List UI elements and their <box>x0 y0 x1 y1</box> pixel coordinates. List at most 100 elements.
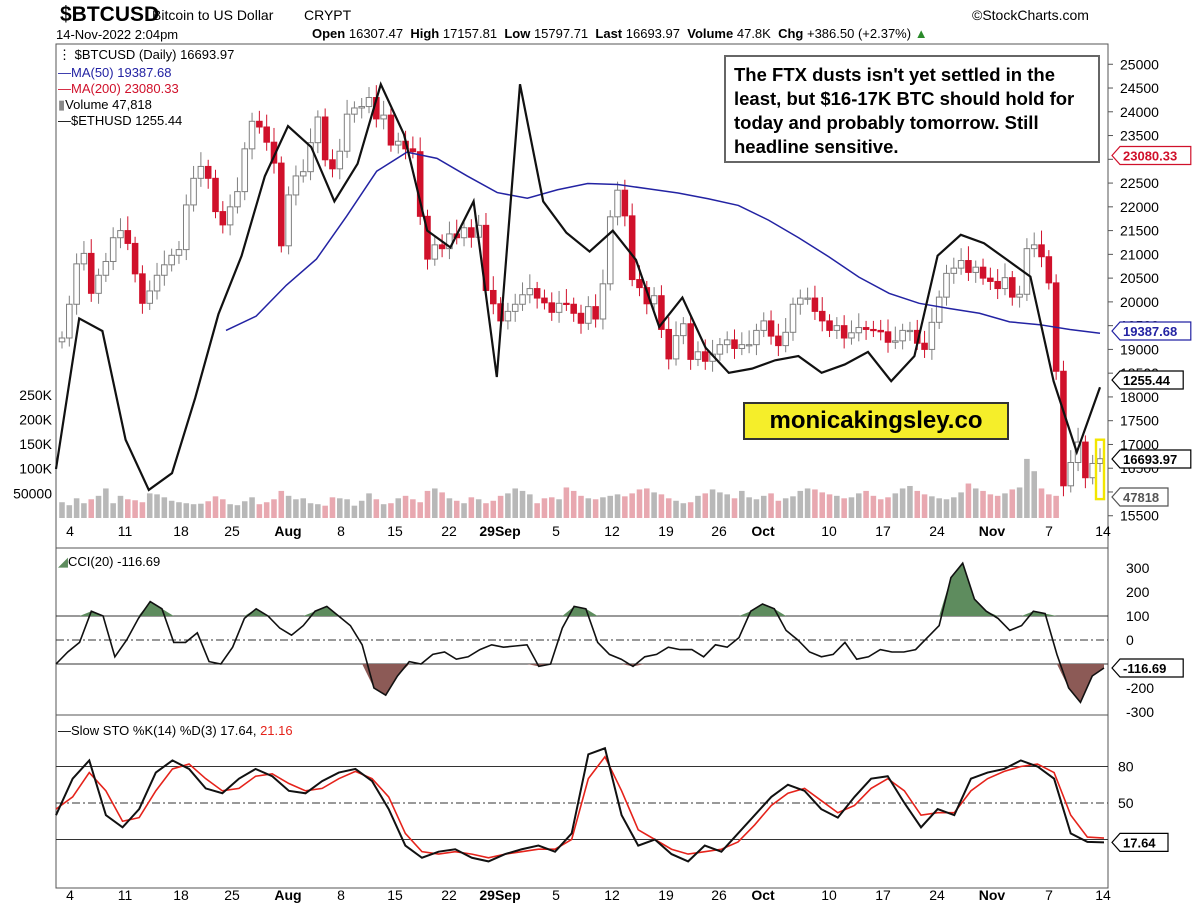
volume-bar <box>88 499 95 518</box>
volume-bar <box>154 494 160 518</box>
volume-bar <box>819 492 826 518</box>
candle-body <box>343 113 351 152</box>
volume-tag-box <box>1111 487 1169 507</box>
candle-body <box>614 189 621 218</box>
candle-body <box>212 177 219 213</box>
price-tick-label: 22500 <box>1120 175 1159 191</box>
candle-body <box>431 244 439 260</box>
candle-body <box>665 328 672 360</box>
volume-bar <box>373 499 380 518</box>
volume-bar <box>59 502 65 518</box>
candle-body <box>336 150 344 170</box>
x-tick-label: 29Sep <box>479 887 520 903</box>
volume-bar <box>322 505 328 518</box>
cci-tick-label: -300 <box>1126 704 1154 720</box>
volume-bar <box>249 497 255 518</box>
volume-bar <box>410 499 416 518</box>
candle-body <box>351 107 358 115</box>
volume-value: 47.8K <box>736 26 771 41</box>
volume-bar <box>293 499 299 518</box>
candle-body <box>1074 441 1082 464</box>
volume-bar <box>622 496 628 518</box>
candle-body <box>935 296 943 323</box>
candle-body <box>694 351 702 360</box>
candle-body <box>731 339 738 349</box>
candle-body <box>526 288 534 296</box>
x-tick-label: 15 <box>387 887 403 903</box>
candle-body <box>190 177 197 206</box>
price-tick-label: 18000 <box>1120 389 1159 405</box>
candle-body <box>1030 244 1038 250</box>
volume-bar <box>592 499 599 518</box>
volume-label: Volume <box>687 26 734 41</box>
x-tick-label: Nov <box>979 523 1006 539</box>
cci-tick-label: 100 <box>1126 608 1150 624</box>
volume-bar <box>731 498 738 518</box>
candle-body <box>957 260 965 269</box>
volume-bar <box>132 500 138 518</box>
candle-body <box>826 320 833 331</box>
volume-bar <box>190 504 197 518</box>
stoch-k-line <box>55 746 1105 863</box>
x-tick-label: 24 <box>929 887 945 903</box>
legend-volume: ▮Volume 47,818 <box>58 97 152 112</box>
volume-bar <box>285 495 292 518</box>
watermark-label: monicakingsley.co <box>743 402 1009 440</box>
price-tick-label: 21500 <box>1120 223 1159 239</box>
candle-body <box>131 242 139 275</box>
x-tick-label: 12 <box>604 887 620 903</box>
x-tick-label: 22 <box>441 887 457 903</box>
volume-bar <box>490 500 497 518</box>
candle-body <box>753 329 760 346</box>
volume-bar <box>848 497 855 518</box>
candle-body <box>95 274 102 294</box>
candle-body <box>563 302 570 306</box>
candle-body <box>921 342 928 350</box>
x-tick-label: 12 <box>604 523 620 539</box>
cci-line <box>55 561 1105 704</box>
x-tick-label: 10 <box>821 887 837 903</box>
volume-bar <box>797 490 804 518</box>
volume-bar <box>1046 494 1052 518</box>
volume-bar <box>1002 493 1008 518</box>
volume-bar <box>205 501 211 518</box>
volume-bar <box>220 499 226 518</box>
candle-body <box>804 297 811 300</box>
line-icon: — <box>58 65 71 80</box>
volume-bar <box>263 502 270 518</box>
candle-body <box>1038 244 1045 258</box>
candle-body <box>504 310 512 322</box>
x-tick-label: 7 <box>1045 887 1053 903</box>
x-tick-label: 4 <box>66 523 74 539</box>
candle-body <box>533 288 541 299</box>
cci-tag-box <box>1111 658 1184 678</box>
volume-bar <box>66 505 73 518</box>
last-price-tag-box <box>1111 449 1192 469</box>
volume-bar <box>117 495 124 518</box>
volume-bar <box>351 505 358 518</box>
volume-tick-label: 250K <box>19 387 52 403</box>
candle-body <box>621 189 629 217</box>
volume-bar <box>139 502 146 518</box>
volume-bar <box>651 492 657 518</box>
candle-body <box>541 297 548 304</box>
candle-body <box>256 120 263 128</box>
candle-body <box>241 148 249 193</box>
candle-body <box>314 116 322 144</box>
candle-body <box>965 260 972 273</box>
volume-bar <box>519 490 526 518</box>
volume-bar <box>329 497 336 518</box>
low-value: 15797.71 <box>533 26 589 41</box>
volume-bar <box>146 493 153 518</box>
x-tick-label: Aug <box>274 887 301 903</box>
x-tick-label: 19 <box>658 523 674 539</box>
volume-bar <box>344 499 350 518</box>
stoch-tick-label: 80 <box>1118 759 1134 775</box>
open-label: Open <box>312 26 346 41</box>
volume-bar <box>432 488 438 518</box>
volume-bar <box>695 495 701 518</box>
volume-bar <box>168 500 175 518</box>
candle-body <box>1009 277 1016 298</box>
candle-body <box>892 340 899 343</box>
candle-body <box>723 339 731 346</box>
